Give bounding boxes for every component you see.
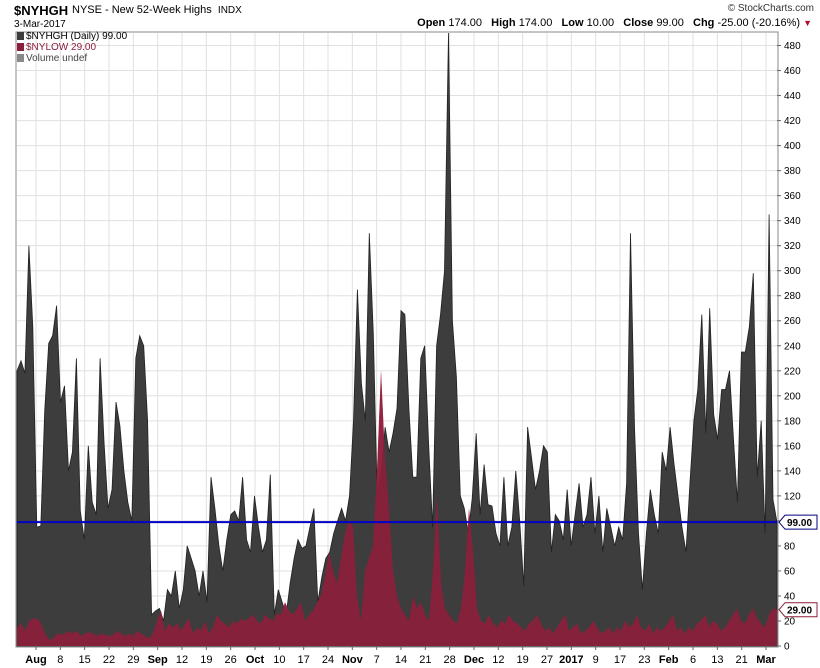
x-tick-label: 19 bbox=[517, 654, 529, 666]
x-tick-label: 27 bbox=[541, 654, 553, 666]
y-tick-label: 280 bbox=[784, 291, 801, 302]
x-tick-label: 9 bbox=[593, 654, 599, 666]
x-tick-label: 21 bbox=[736, 654, 748, 666]
symbol-description: NYSE - New 52-Week Highs INDX bbox=[72, 4, 242, 16]
x-tick-label: Mar bbox=[756, 654, 776, 666]
y-tick-label: 40 bbox=[784, 591, 796, 602]
down-arrow-icon: ▼ bbox=[803, 18, 812, 28]
legend-volume: Volume undef bbox=[17, 53, 87, 64]
open-label: Open bbox=[417, 17, 446, 29]
legend-main: $NYHGH (Daily) 99.00 bbox=[17, 31, 127, 42]
price-label-nylow: 29.00 bbox=[778, 602, 818, 618]
legend-overlay: $NYLOW 29.00 bbox=[17, 42, 96, 53]
x-tick-label: 24 bbox=[322, 654, 334, 666]
x-tick-label: 23 bbox=[638, 654, 650, 666]
series-layer bbox=[16, 32, 778, 647]
price-label-nyhgh-box bbox=[778, 514, 818, 530]
y-tick-label: 0 bbox=[784, 642, 790, 653]
y-tick-label: 440 bbox=[784, 91, 801, 102]
chart-date: 3-Mar-2017 bbox=[14, 19, 66, 30]
description-text: NYSE - New 52-Week Highs bbox=[72, 4, 212, 16]
x-tick-label: 15 bbox=[79, 654, 91, 666]
x-tick-label: Feb bbox=[659, 654, 679, 666]
legend-overlay-text: $NYLOW 29.00 bbox=[26, 42, 97, 53]
price-label-nylow-text: 29.00 bbox=[787, 606, 812, 617]
y-tick-label: 480 bbox=[784, 41, 801, 52]
quote-summary: Open 174.00 High 174.00 Low 10.00 Close … bbox=[417, 17, 812, 29]
y-tick-label: 360 bbox=[784, 191, 801, 202]
legend-volume-text: Volume undef bbox=[26, 53, 88, 64]
chg-value: -25.00 (-20.16%) bbox=[717, 17, 801, 29]
high-value: 174.00 bbox=[518, 17, 553, 29]
x-tick-label: 8 bbox=[57, 654, 63, 666]
price-label-nylow-box bbox=[778, 602, 818, 618]
y-tick-label: 60 bbox=[784, 566, 796, 577]
y-tick-label: 20 bbox=[784, 616, 796, 627]
price-label-nyhgh: 99.00 bbox=[778, 514, 818, 530]
x-tick-label: 2017 bbox=[559, 654, 583, 666]
x-tick-label: 21 bbox=[419, 654, 431, 666]
series-highs-area bbox=[16, 32, 778, 647]
overlay-layer bbox=[17, 370, 777, 646]
low-value: 10.00 bbox=[586, 17, 615, 29]
x-tick-label: 17 bbox=[298, 654, 310, 666]
chart-header: $NYHGH NYSE - New 52-Week Highs INDX 3-M… bbox=[0, 0, 820, 32]
legend-main-text: $NYHGH (Daily) 99.00 bbox=[26, 31, 128, 42]
y-tick-label: 240 bbox=[784, 341, 801, 352]
x-tick-label: 28 bbox=[444, 654, 456, 666]
x-tick-label: Nov bbox=[342, 654, 364, 666]
low-label: Low bbox=[561, 17, 584, 29]
y-tick-label: 200 bbox=[784, 391, 801, 402]
y-tick-label: 180 bbox=[784, 416, 801, 427]
y-tick-label: 400 bbox=[784, 141, 801, 152]
high-label: High bbox=[491, 17, 516, 29]
x-tick-label: 22 bbox=[103, 654, 115, 666]
y-tick-label: 80 bbox=[784, 541, 796, 552]
x-tick-label: 13 bbox=[711, 654, 723, 666]
legend-swatch-highs bbox=[17, 32, 24, 40]
x-tick-label: 29 bbox=[127, 654, 139, 666]
y-tick-label: 260 bbox=[784, 316, 801, 327]
x-tick-label: 17 bbox=[614, 654, 626, 666]
symbol: $NYHGH bbox=[14, 3, 69, 18]
x-tick-label: 6 bbox=[690, 654, 696, 666]
x-tick-label: 10 bbox=[273, 654, 285, 666]
y-axis: 0204060801001201401601802002202402602803… bbox=[777, 41, 818, 653]
x-tick-label: Dec bbox=[464, 654, 484, 666]
y-tick-label: 380 bbox=[784, 166, 801, 177]
x-tick-label: Sep bbox=[148, 654, 168, 666]
symbol-type: INDX bbox=[217, 5, 242, 16]
y-tick-label: 160 bbox=[784, 441, 801, 452]
y-tick-label: 300 bbox=[784, 266, 801, 277]
x-tick-label: 12 bbox=[492, 654, 504, 666]
y-tick-label: 340 bbox=[784, 216, 801, 227]
y-tick-label: 460 bbox=[784, 66, 801, 77]
x-tick-label: 12 bbox=[176, 654, 188, 666]
x-tick-label: 14 bbox=[395, 654, 407, 666]
price-label-nyhgh-text: 99.00 bbox=[787, 518, 812, 529]
close-value: 99.00 bbox=[656, 17, 684, 29]
y-tick-label: 420 bbox=[784, 116, 801, 127]
y-tick-label: 140 bbox=[784, 466, 801, 477]
chg-label: Chg bbox=[693, 17, 715, 29]
x-tick-label: 26 bbox=[225, 654, 237, 666]
legend-swatch-volume bbox=[17, 54, 24, 62]
x-tick-label: Aug bbox=[25, 654, 46, 666]
y-tick-label: 220 bbox=[784, 366, 801, 377]
x-tick-label: Oct bbox=[246, 654, 265, 666]
x-tick-label: 19 bbox=[200, 654, 212, 666]
brand-logo[interactable]: © StockCharts.com bbox=[727, 3, 814, 14]
legend-swatch-lows bbox=[17, 43, 24, 51]
y-tick-label: 320 bbox=[784, 241, 801, 252]
y-tick-label: 120 bbox=[784, 491, 801, 502]
open-value: 174.00 bbox=[448, 17, 482, 29]
close-label: Close bbox=[623, 17, 654, 29]
x-axis: Aug 8 15 22 29 Sep 12 19 26 Oct 10 17 24 Nov 7 14 21 28 De… bbox=[25, 646, 776, 666]
x-tick-label: 7 bbox=[374, 654, 380, 666]
